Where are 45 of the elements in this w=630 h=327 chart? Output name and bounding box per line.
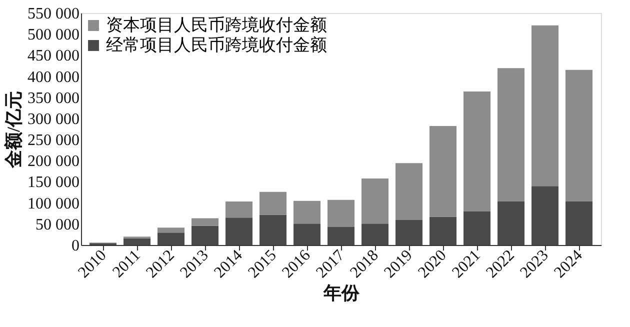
bar — [124, 238, 150, 245]
bar — [566, 70, 592, 202]
bar — [498, 202, 524, 245]
y-tick-label: 450 000 — [28, 48, 80, 65]
bar — [158, 228, 184, 233]
y-tick-label: 50 000 — [36, 216, 80, 234]
bar — [498, 68, 524, 202]
bar — [532, 25, 558, 186]
bar — [396, 220, 422, 245]
legend-label: 经常项目人民币跨境收付金额 — [106, 36, 327, 54]
y-tick-label: 550 000 — [28, 6, 80, 22]
bar — [532, 186, 558, 245]
legend-label: 资本项目人民币跨境收付金额 — [106, 16, 327, 34]
bar — [158, 232, 184, 245]
y-tick-label: 200 000 — [28, 153, 80, 170]
bar — [430, 216, 456, 245]
bar — [260, 192, 286, 215]
bar — [464, 92, 490, 212]
x-tick-label: 2021 — [449, 246, 484, 282]
bar — [328, 200, 354, 227]
y-tick-label: 150 000 — [28, 174, 80, 192]
x-axis-title: 年份 — [322, 282, 360, 303]
y-tick-label: 400 000 — [28, 68, 80, 86]
bar — [192, 218, 218, 226]
y-tick-label: 350 000 — [28, 90, 80, 107]
bar — [226, 202, 252, 218]
bar — [260, 214, 286, 245]
bar — [328, 226, 354, 245]
y-tick-label: 100 000 — [28, 195, 80, 212]
bar — [192, 226, 218, 245]
bar — [226, 218, 252, 245]
y-tick-label: 300 000 — [28, 110, 80, 128]
x-tick-label: 2011 — [110, 246, 144, 282]
bar — [566, 202, 592, 245]
y-tick-label: 0 — [72, 238, 80, 254]
bar — [294, 200, 320, 224]
bar — [362, 178, 388, 224]
y-tick-label: 500 000 — [28, 26, 80, 44]
y-tick-label: 250 000 — [28, 132, 80, 150]
bar — [464, 212, 490, 245]
bar — [396, 163, 422, 220]
y-axis-title: 金额/亿元 — [4, 90, 24, 170]
bar — [362, 224, 388, 245]
bar — [294, 224, 320, 245]
bar — [430, 126, 456, 217]
